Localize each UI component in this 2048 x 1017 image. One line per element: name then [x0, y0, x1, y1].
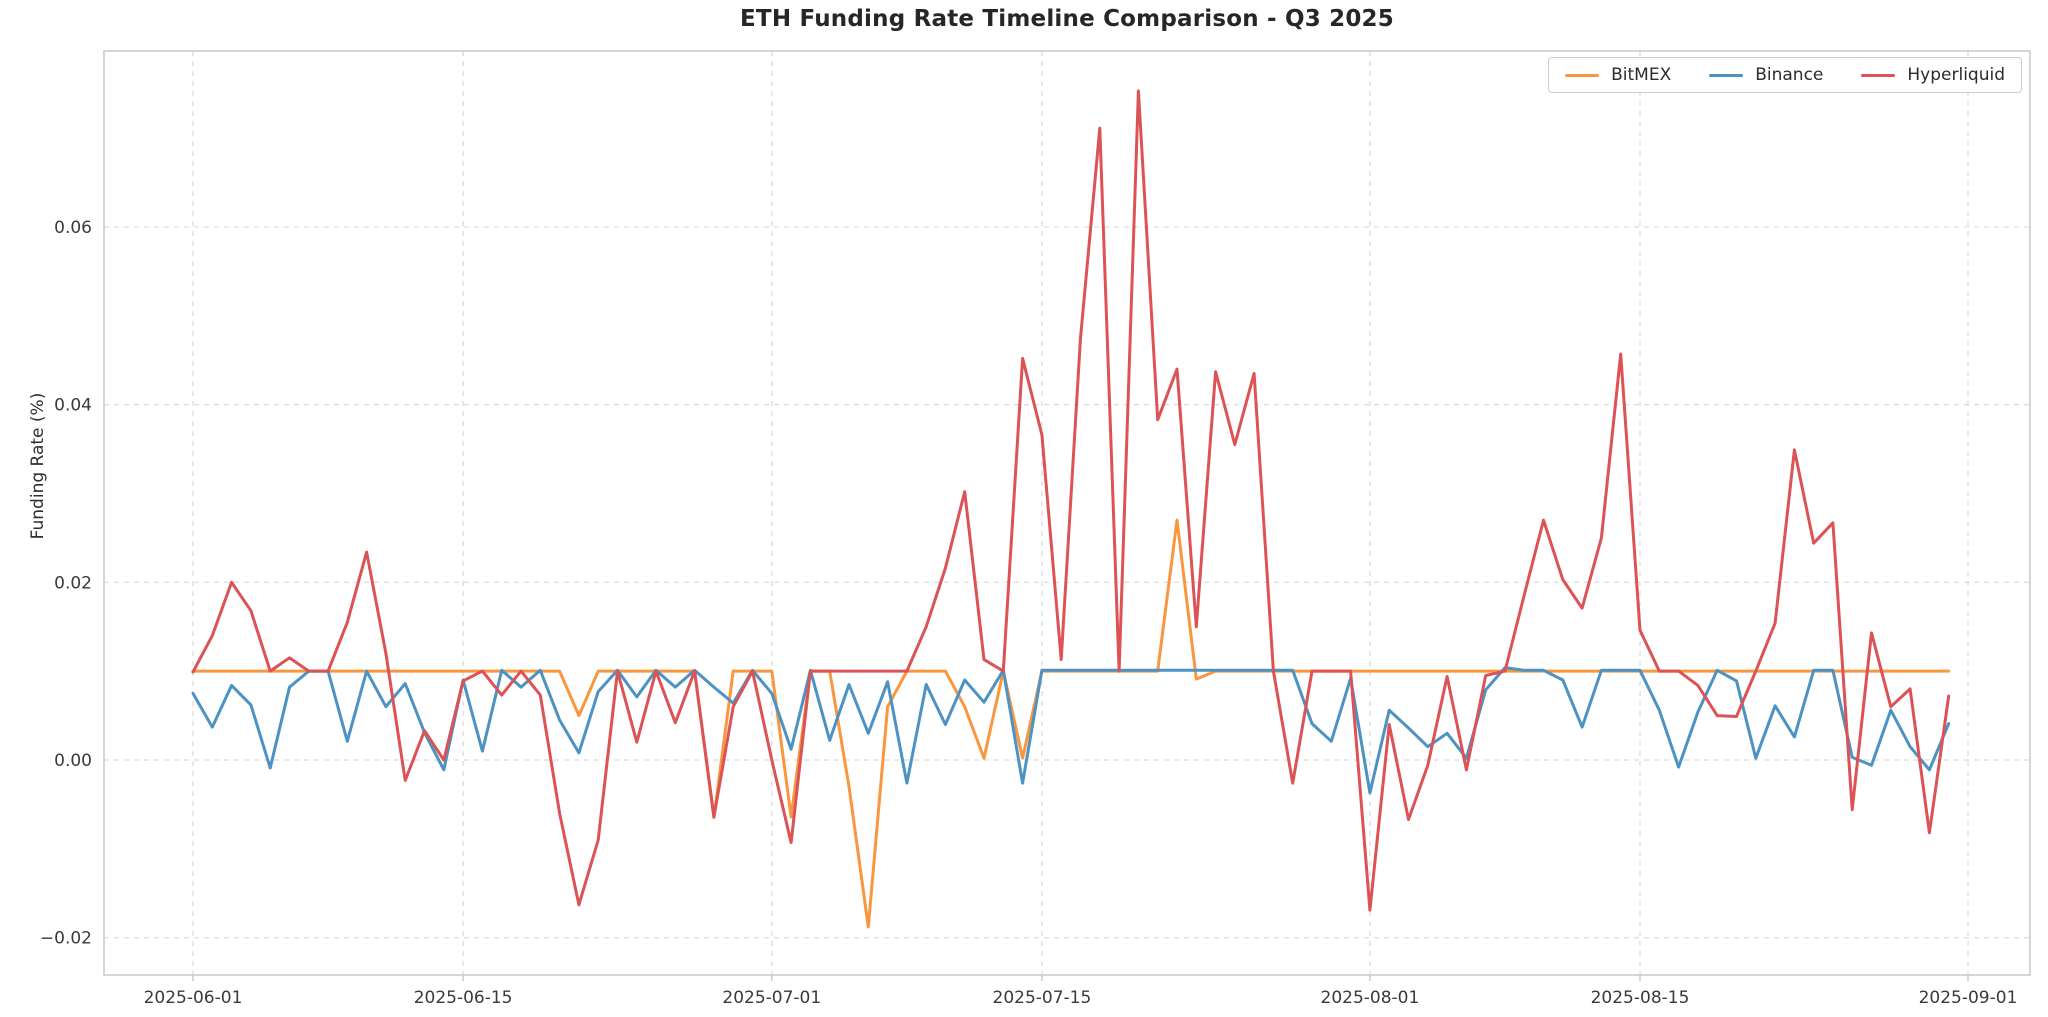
hyperliquid-line-swatch — [1861, 73, 1896, 77]
x-tick-label-3: 2025-07-15 — [993, 988, 1092, 1008]
legend-item-binance: Binance — [1709, 65, 1823, 85]
line-binance — [191, 666, 1951, 795]
y-tick-label-4: −0.02 — [40, 929, 92, 949]
gridlines — [104, 51, 2030, 981]
x-tick-label-0: 2025-06-01 — [144, 988, 243, 1008]
x-tick-label-5: 2025-08-15 — [1591, 988, 1690, 1008]
y-axis-label: Funding Rate (%) — [28, 392, 48, 540]
y-tick-label-0: 0.06 — [54, 218, 92, 238]
y-tick-label-3: 0.00 — [54, 751, 92, 771]
y-tick-label-1: 0.04 — [54, 396, 92, 416]
bitmex-line-swatch — [1565, 73, 1600, 77]
legend: BitMEX Binance Hyperliquid — [1548, 57, 2022, 93]
x-tick-label-2: 2025-07-01 — [722, 988, 821, 1008]
line-bitmex — [191, 518, 1951, 929]
chart-title: ETH Funding Rate Timeline Comparison - Q… — [740, 6, 1394, 32]
plot-border — [103, 50, 2031, 976]
y-tick-label-2: 0.02 — [54, 573, 92, 593]
binance-line-swatch — [1709, 73, 1744, 77]
x-tick-label-4: 2025-08-01 — [1321, 988, 1420, 1008]
axis-tick-labels: 0.06 0.04 0.02 0.00 −0.02 2025-06-01 2025-06-1… — [40, 218, 2018, 1008]
x-tick-label-6: 2025-09-01 — [1919, 988, 2018, 1008]
legend-item-hyperliquid: Hyperliquid — [1861, 65, 2005, 85]
x-tick-label-1: 2025-06-15 — [414, 988, 513, 1008]
legend-label-bitmex: BitMEX — [1611, 65, 1672, 85]
legend-label-hyperliquid: Hyperliquid — [1907, 65, 2005, 85]
line-hyperliquid — [191, 89, 1951, 912]
legend-item-bitmex: BitMEX — [1565, 65, 1671, 85]
data-lines — [191, 89, 1951, 929]
legend-label-binance: Binance — [1755, 65, 1824, 85]
